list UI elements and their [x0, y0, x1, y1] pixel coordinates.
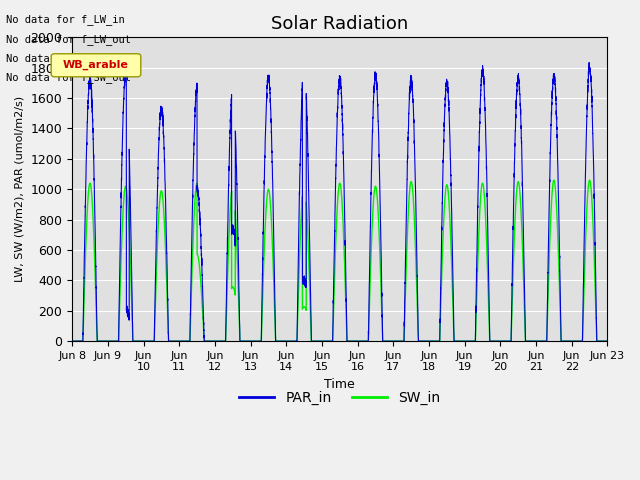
Title: Solar Radiation: Solar Radiation [271, 15, 408, 33]
Text: No data for f_PAR_out: No data for f_PAR_out [6, 53, 138, 64]
Legend: PAR_in, SW_in: PAR_in, SW_in [234, 385, 446, 410]
Text: WB_arable: WB_arable [63, 60, 129, 71]
Text: No data for f_LW_in: No data for f_LW_in [6, 14, 125, 25]
X-axis label: Time: Time [324, 378, 355, 391]
Y-axis label: LW, SW (W/m2), PAR (umol/m2/s): LW, SW (W/m2), PAR (umol/m2/s) [15, 96, 25, 282]
Text: No data for f_SW_out: No data for f_SW_out [6, 72, 131, 83]
Text: No data for f_LW_out: No data for f_LW_out [6, 34, 131, 45]
